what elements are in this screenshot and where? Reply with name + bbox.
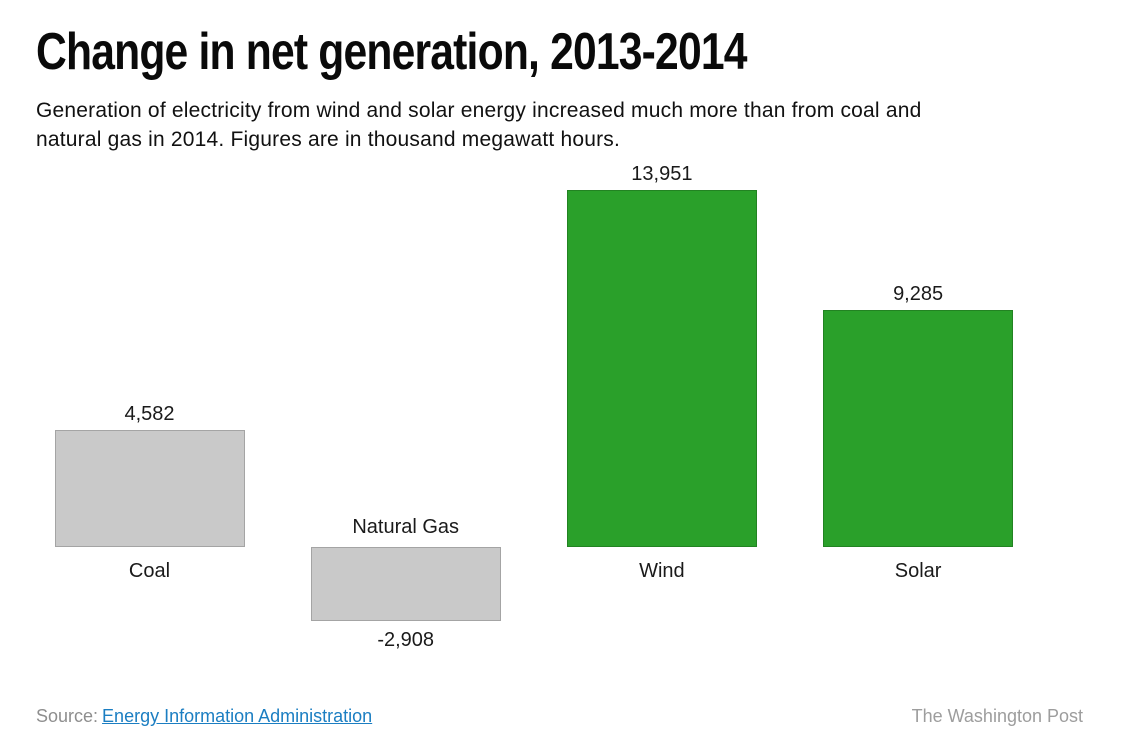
source-label: Source: — [36, 706, 99, 726]
chart-subtitle: Generation of electricity from wind and … — [36, 99, 922, 151]
chart-title: Change in net generation, 2013-2014 — [36, 23, 747, 81]
source-line: Source: Energy Information Administration — [36, 706, 372, 727]
bar-wind — [566, 190, 757, 547]
bar-category-label: Solar — [894, 560, 942, 582]
bar-value-label: -2,908 — [377, 629, 435, 651]
bar-solar — [823, 310, 1014, 547]
bar-value-label: 13,951 — [631, 163, 693, 185]
source-link[interactable]: Energy Information Administration — [102, 706, 373, 726]
bar-category-label: Natural Gas — [352, 516, 460, 538]
credit-label: The Washington Post — [911, 706, 1083, 726]
bar-value-label: 9,285 — [893, 283, 944, 305]
bar-coal — [54, 430, 245, 547]
bar-category-label: Wind — [639, 560, 685, 582]
bar-natural-gas — [310, 547, 501, 621]
bar-category-label: Coal — [128, 560, 171, 582]
bar-value-label: 4,582 — [124, 403, 175, 425]
